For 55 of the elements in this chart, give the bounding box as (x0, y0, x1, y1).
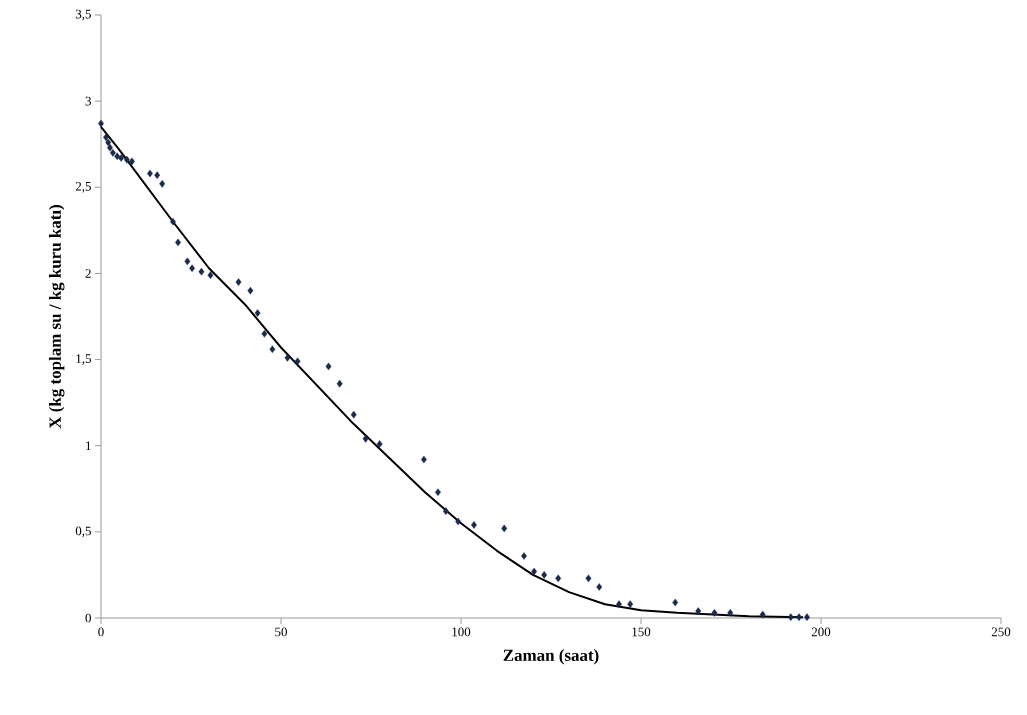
y-tick-label: 0 (85, 613, 91, 623)
point (442, 507, 449, 515)
point (254, 309, 261, 317)
y-tick-label: 1,5 (76, 354, 91, 365)
x-axis-title: Zaman (saat) (503, 649, 599, 665)
point (336, 379, 343, 388)
y-tick-label: 3,5 (75, 9, 91, 21)
x-tick-label: 150 (632, 627, 651, 637)
x-tick-label: 50 (275, 627, 287, 637)
x-tick-label: 0 (98, 627, 104, 637)
point (247, 286, 254, 295)
point (114, 152, 121, 161)
point (804, 613, 810, 621)
point (235, 278, 242, 286)
point (198, 267, 205, 276)
y-tick-label: 3 (85, 96, 91, 106)
point (325, 362, 332, 371)
point (261, 329, 268, 338)
y-axis-title: X (kg toplam su / kg kuru katı) (48, 205, 65, 429)
point (105, 138, 112, 147)
point (541, 571, 548, 579)
point (159, 180, 166, 188)
x-tick-label: 200 (811, 627, 831, 637)
x-tick-label: 250 (991, 627, 1011, 637)
point (727, 609, 734, 617)
point (555, 574, 562, 583)
x-tick-label: 100 (452, 627, 471, 637)
point (501, 524, 508, 533)
point (471, 521, 477, 529)
point (455, 517, 462, 526)
point (596, 583, 603, 591)
point (350, 410, 357, 419)
point (207, 271, 214, 279)
y-tick-label: 2 (85, 269, 91, 278)
point (759, 610, 766, 619)
point (787, 613, 794, 621)
point (184, 257, 191, 266)
point (362, 435, 369, 443)
y-tick-label: 2,5 (75, 182, 91, 193)
point (109, 149, 116, 157)
point (796, 613, 802, 621)
point (585, 574, 592, 583)
point (376, 440, 383, 448)
point (294, 357, 301, 366)
point (627, 600, 634, 609)
y-tick-label: 0,5 (75, 526, 91, 538)
point (672, 598, 679, 607)
point (711, 609, 718, 617)
point (118, 154, 125, 162)
point (154, 171, 161, 180)
point (521, 552, 527, 560)
point (269, 345, 276, 354)
point (695, 607, 702, 615)
point (284, 354, 291, 362)
y-tick-label: 1 (86, 441, 91, 450)
